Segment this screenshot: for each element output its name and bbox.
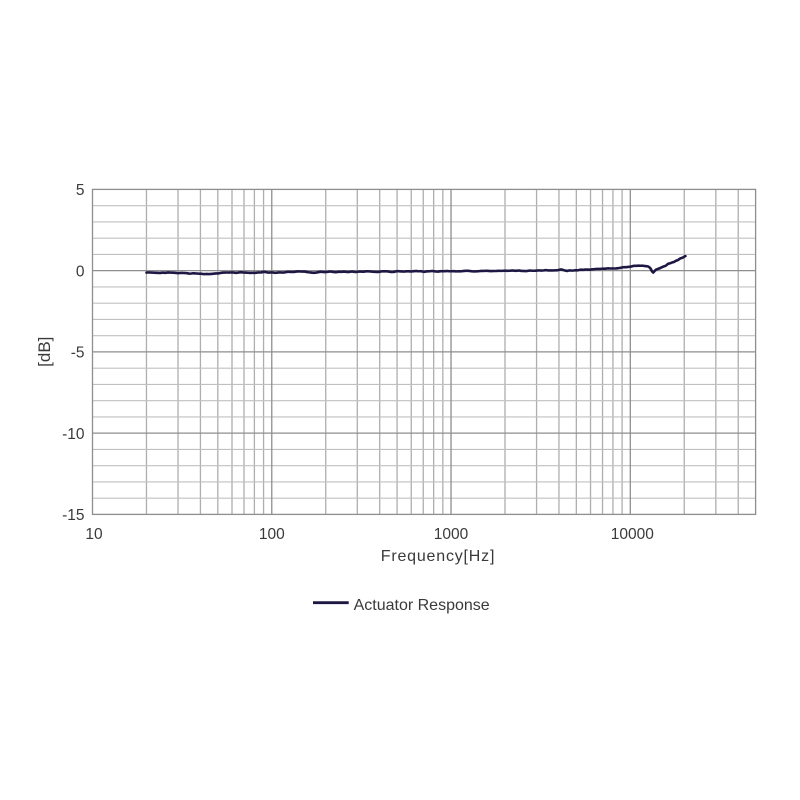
svg-text:10000: 10000 xyxy=(611,526,654,543)
svg-text:0: 0 xyxy=(76,263,85,280)
svg-text:100: 100 xyxy=(259,526,285,543)
svg-text:[dB]: [dB] xyxy=(35,337,54,367)
svg-text:1000: 1000 xyxy=(434,526,469,543)
svg-text:-15: -15 xyxy=(62,507,84,524)
svg-text:Actuator Response: Actuator Response xyxy=(354,597,490,614)
svg-text:10: 10 xyxy=(85,526,103,543)
svg-text:-10: -10 xyxy=(62,426,85,443)
svg-text:Frequency[Hz]: Frequency[Hz] xyxy=(381,548,495,565)
svg-text:-5: -5 xyxy=(71,345,85,362)
svg-text:5: 5 xyxy=(76,182,85,199)
